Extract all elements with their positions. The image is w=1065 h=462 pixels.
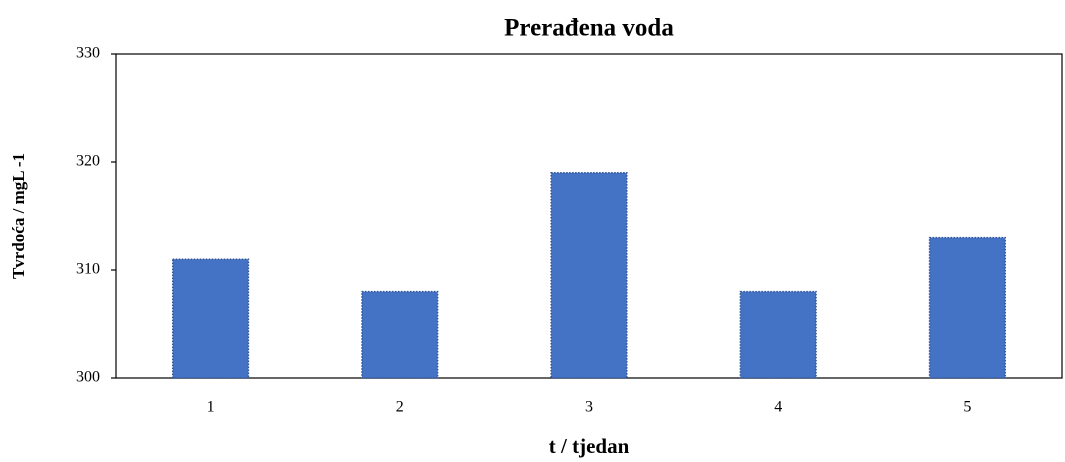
bar [550,172,628,379]
y-tick-label: 320 [76,153,100,170]
y-tick-label: 330 [76,45,100,62]
bar [739,290,817,379]
y-tick-label: 310 [76,261,100,278]
x-axis-label: t / tjedan [549,434,630,458]
bar [361,290,439,379]
y-tick-label: 300 [76,369,100,386]
chart-title: Prerađena voda [504,15,674,42]
x-tick-label: 3 [585,399,593,416]
x-tick-label: 1 [207,399,215,416]
x-tick-label: 2 [396,399,404,416]
y-axis-label: Tvrdoća / mgL -1 [9,153,28,279]
bar [928,236,1006,379]
x-tick-label: 5 [963,399,971,416]
x-tick-label: 4 [774,399,782,416]
bar [172,258,250,379]
